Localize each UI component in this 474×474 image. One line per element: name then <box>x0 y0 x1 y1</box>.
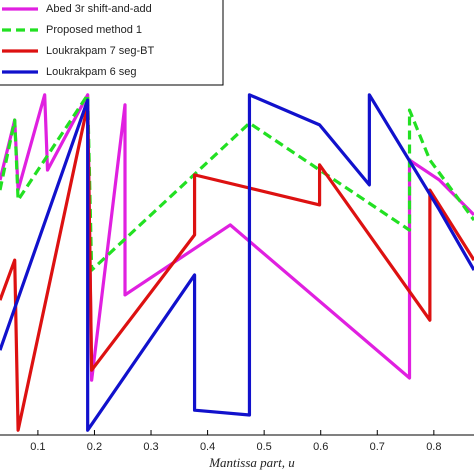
x-tick-label: 0.7 <box>370 441 385 453</box>
x-tick-label: 0.3 <box>143 441 158 453</box>
legend: Abed 3r shift-and-add Proposed method 1 Lo… <box>0 0 224 86</box>
x-tick-label: 0.4 <box>200 441 215 453</box>
series-line <box>0 93 474 272</box>
legend-label: Loukrakpam 7 seg-BT <box>46 45 154 57</box>
series-line <box>0 103 474 432</box>
legend-label: Loukrakpam 6 seg <box>46 66 137 78</box>
x-tick-label: 0.5 <box>257 441 272 453</box>
plot-area <box>0 93 474 432</box>
x-axis-label: Mantissa part, u <box>208 455 295 470</box>
x-tick-label: 0.2 <box>87 441 102 453</box>
series-line <box>0 93 474 432</box>
x-tick-label: 0.1 <box>30 441 45 453</box>
x-tick-label: 0.6 <box>313 441 328 453</box>
series-line <box>0 93 474 382</box>
legend-label: Proposed method 1 <box>46 24 142 36</box>
x-tick-label: 0.8 <box>426 441 441 453</box>
legend-label: Abed 3r shift-and-add <box>46 3 152 15</box>
